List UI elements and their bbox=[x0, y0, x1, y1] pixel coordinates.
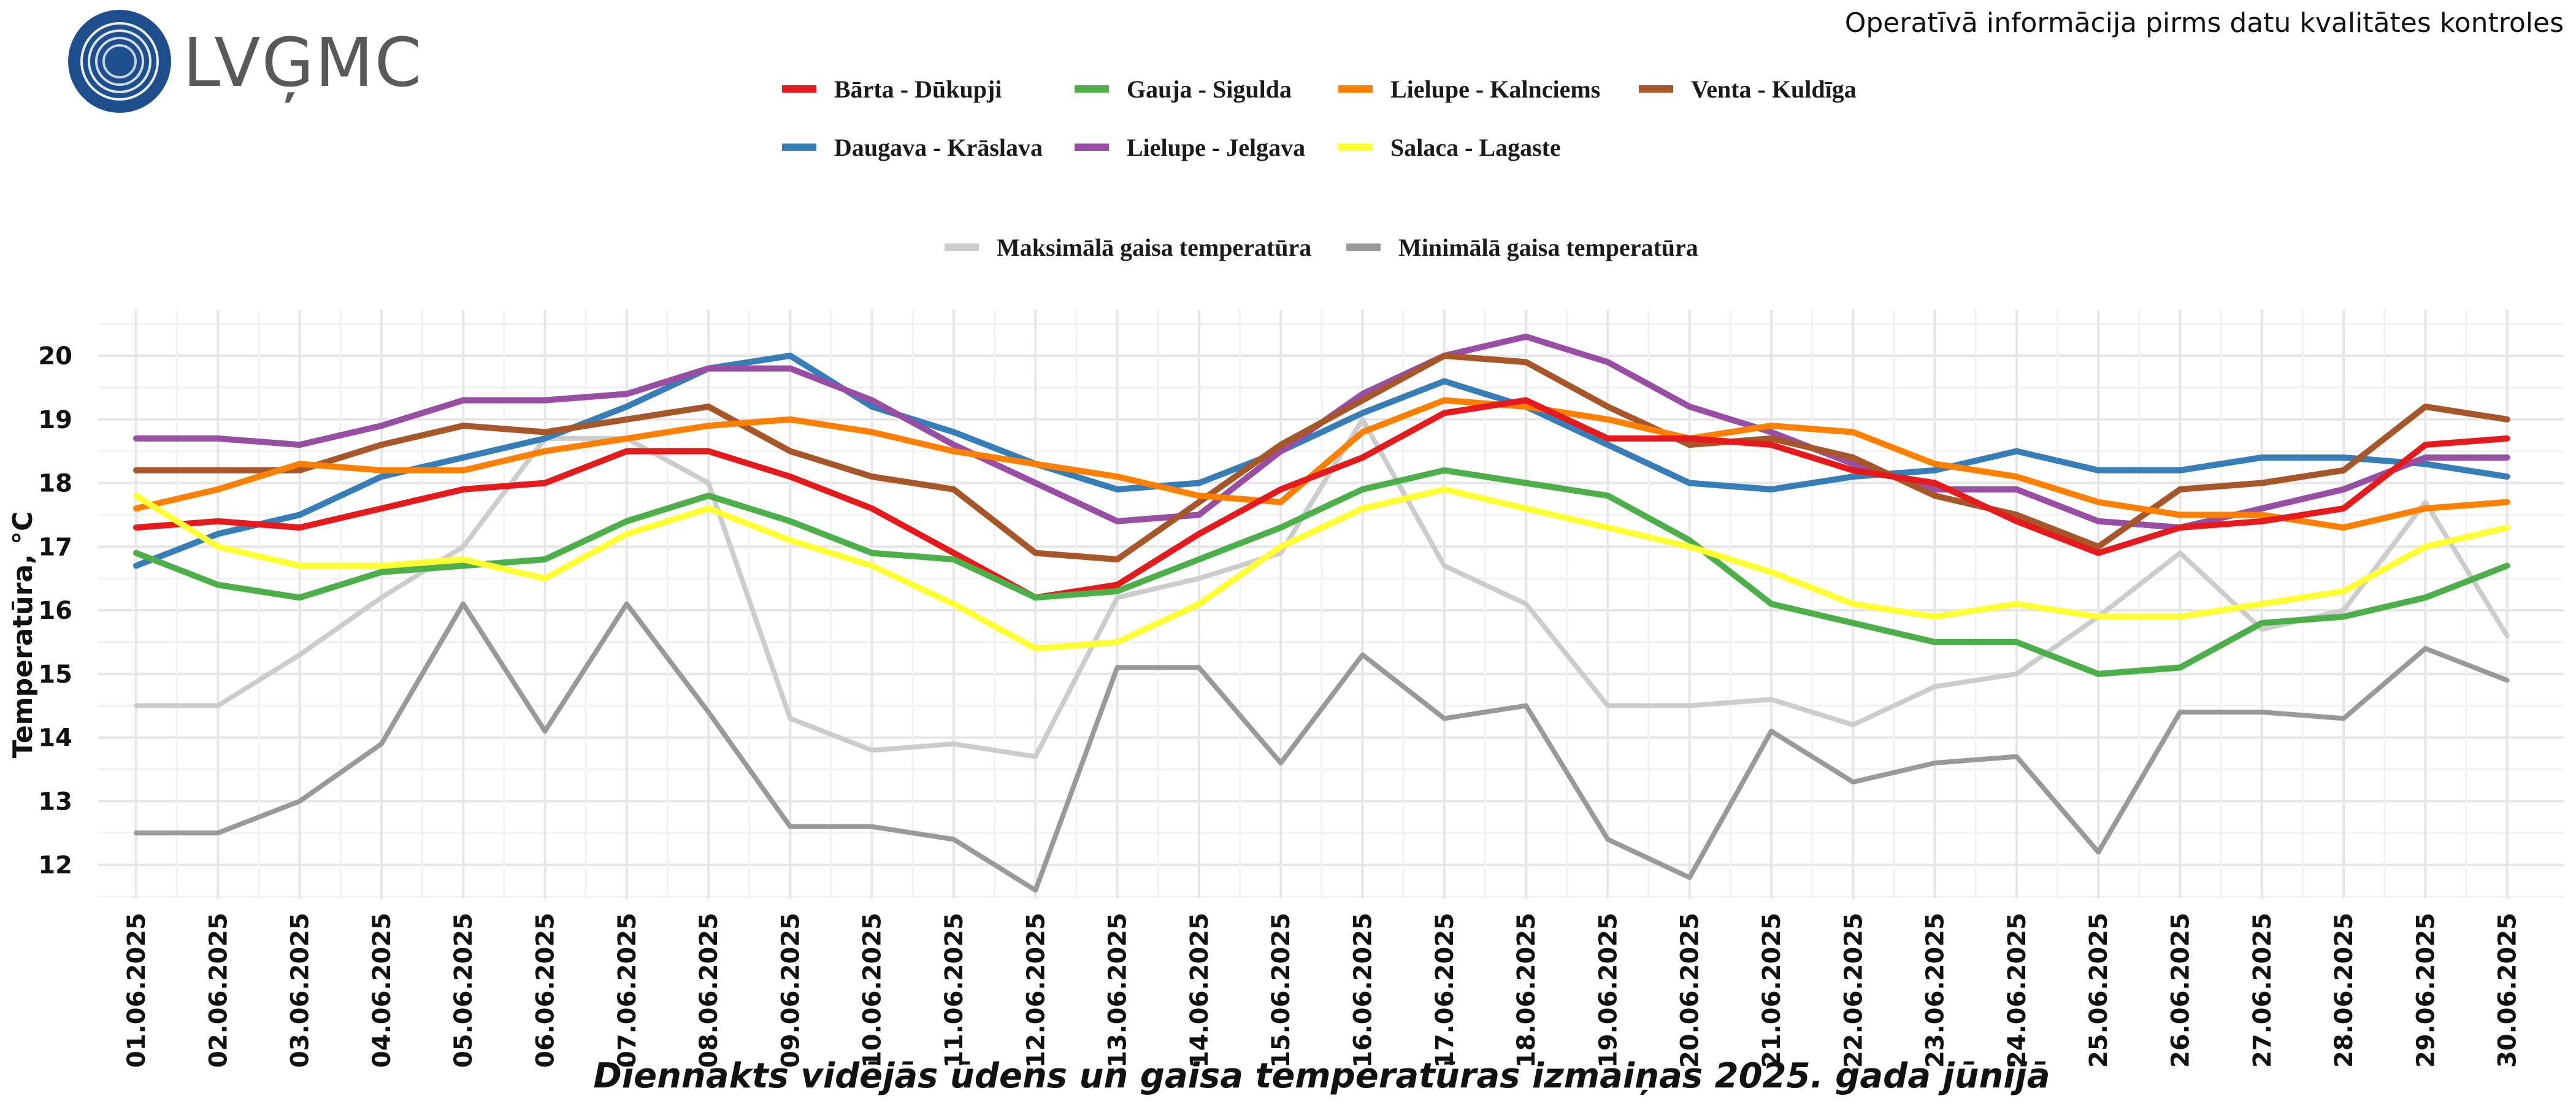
x-tick-label: 15.06.2025 bbox=[1267, 913, 1295, 1068]
y-tick-label: 13 bbox=[38, 788, 72, 816]
legend-label: Minimālā gaisa temperatūra bbox=[1398, 234, 1698, 261]
x-tick-label: 06.06.2025 bbox=[532, 913, 560, 1068]
legend-item: Daugava - Krāslava bbox=[782, 134, 1043, 161]
legend-item: Lielupe - Kalnciems bbox=[1338, 75, 1600, 103]
x-tick-label: 14.06.2025 bbox=[1186, 913, 1214, 1068]
y-tick-label: 19 bbox=[38, 406, 72, 434]
x-tick-label: 29.06.2025 bbox=[2412, 913, 2440, 1068]
series-line-lielupe-kalnciems bbox=[133, 397, 2510, 531]
x-tick-label: 22.06.2025 bbox=[1839, 913, 1868, 1068]
y-tick-label: 20 bbox=[38, 342, 72, 370]
y-axis-ticks: 12 13 14 15 16 17 18 19 20 bbox=[38, 342, 72, 880]
grid bbox=[98, 310, 2564, 899]
series-line-venta-kuld-ga bbox=[133, 353, 2510, 562]
x-tick-label: 18.06.2025 bbox=[1512, 913, 1541, 1068]
chart-title: Diennakts vidējās ūdens un gaisa tempera… bbox=[593, 1056, 2050, 1096]
y-tick-label: 16 bbox=[38, 597, 72, 625]
series-line-b-rta-d-kupji bbox=[133, 397, 2510, 601]
x-tick-label: 21.06.2025 bbox=[1758, 913, 1786, 1068]
legend-label: Venta - Kuldīga bbox=[1691, 75, 1857, 103]
x-tick-label: 05.06.2025 bbox=[450, 913, 478, 1068]
y-axis-label: Temperatūra, °C bbox=[7, 512, 39, 759]
x-tick-label: 24.06.2025 bbox=[2003, 913, 2031, 1068]
series-lines bbox=[133, 333, 2510, 893]
y-tick-label: 14 bbox=[38, 724, 72, 753]
x-tick-label: 04.06.2025 bbox=[368, 913, 396, 1068]
logo-circle-icon bbox=[68, 10, 171, 113]
series-line-gauja-sigulda bbox=[133, 467, 2510, 677]
legend-item: Lielupe - Jelgava bbox=[1075, 134, 1305, 161]
x-tick-label: 17.06.2025 bbox=[1431, 913, 1459, 1068]
legend-item: Maksimālā gaisa temperatūra bbox=[945, 234, 1311, 261]
x-tick-label: 12.06.2025 bbox=[1022, 913, 1050, 1068]
x-tick-label: 20.06.2025 bbox=[1676, 913, 1704, 1068]
x-tick-label: 02.06.2025 bbox=[204, 913, 232, 1068]
y-tick-label: 15 bbox=[38, 661, 72, 689]
x-tick-label: 23.06.2025 bbox=[1922, 913, 1950, 1068]
x-tick-label: 09.06.2025 bbox=[776, 913, 805, 1068]
legend-label: Lielupe - Kalnciems bbox=[1390, 75, 1600, 103]
legend-label: Maksimālā gaisa temperatūra bbox=[997, 234, 1311, 261]
legend-item: Venta - Kuldīga bbox=[1639, 75, 1857, 103]
x-tick-label: 08.06.2025 bbox=[695, 913, 723, 1068]
legend-item: Gauja - Sigulda bbox=[1075, 75, 1292, 103]
x-tick-label: 13.06.2025 bbox=[1104, 913, 1132, 1068]
series-line-salaca-lagaste bbox=[133, 486, 2510, 652]
legend-item: Bārta - Dūkupji bbox=[782, 75, 1002, 103]
x-tick-label: 27.06.2025 bbox=[2248, 913, 2277, 1068]
legend-label: Daugava - Krāslava bbox=[834, 134, 1043, 161]
legend: Bārta - Dūkupji Gauja - Sigulda Lielupe - … bbox=[782, 75, 1857, 261]
legend-item: Minimālā gaisa temperatūra bbox=[1346, 234, 1698, 261]
series-line-daugava-kr-slava bbox=[133, 353, 2510, 569]
legend-label: Gauja - Sigulda bbox=[1127, 75, 1292, 103]
x-tick-label: 25.06.2025 bbox=[2085, 913, 2113, 1068]
y-tick-label: 18 bbox=[38, 470, 72, 498]
y-tick-label: 17 bbox=[38, 533, 72, 561]
series-line-minim-l-gaisa-temperat-ra bbox=[134, 601, 2510, 893]
y-tick-label: 12 bbox=[38, 851, 72, 880]
legend-item: Salaca - Lagaste bbox=[1338, 134, 1561, 161]
legend-label: Salaca - Lagaste bbox=[1390, 134, 1561, 161]
x-tick-label: 01.06.2025 bbox=[123, 913, 151, 1068]
x-axis-ticks: 01.06.2025 02.06.2025 03.06.2025 04.06.2025… bbox=[123, 913, 2522, 1068]
x-tick-label: 07.06.2025 bbox=[613, 913, 642, 1068]
logo-text: LVĢMC bbox=[183, 23, 423, 103]
logo: LVĢMC bbox=[68, 10, 423, 113]
x-tick-label: 03.06.2025 bbox=[286, 913, 315, 1068]
header-note: Operatīvā informācija pirms datu kvalitā… bbox=[1845, 7, 2564, 39]
x-tick-label: 26.06.2025 bbox=[2167, 913, 2195, 1068]
x-tick-label: 19.06.2025 bbox=[1594, 913, 1622, 1068]
legend-label: Lielupe - Jelgava bbox=[1127, 134, 1305, 161]
x-tick-label: 11.06.2025 bbox=[940, 913, 968, 1068]
x-tick-label: 28.06.2025 bbox=[2330, 913, 2358, 1068]
x-tick-label: 30.06.2025 bbox=[2494, 913, 2522, 1068]
x-tick-label: 16.06.2025 bbox=[1349, 913, 1378, 1068]
x-tick-label: 10.06.2025 bbox=[859, 913, 887, 1068]
legend-label: Bārta - Dūkupji bbox=[834, 75, 1002, 103]
